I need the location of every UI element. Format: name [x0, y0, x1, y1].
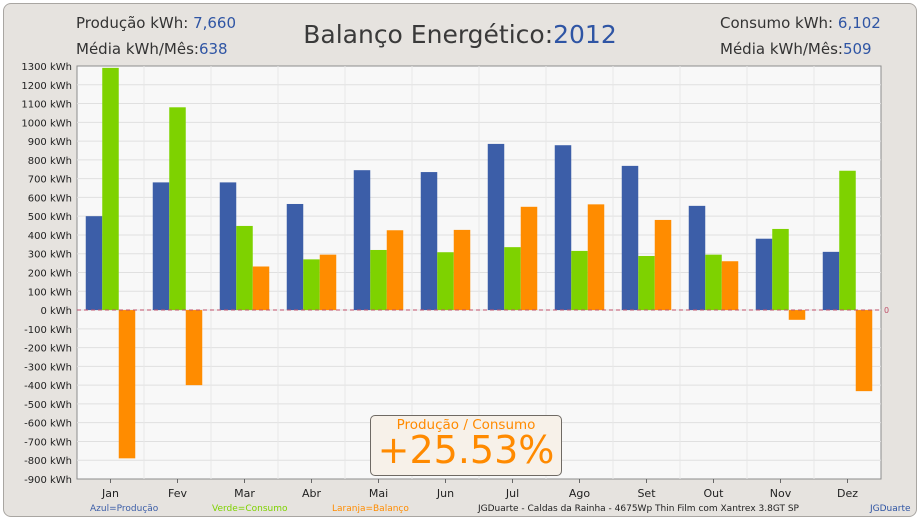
x-tick-label: Fev [168, 487, 187, 500]
y-tick-label: 1300 kWh [21, 62, 72, 73]
y-tick-label: 500 kWh [28, 212, 72, 223]
bar-consumption [504, 247, 521, 311]
consumption-value: 6,102 [837, 14, 881, 32]
x-tick-label: Jan [101, 487, 119, 500]
ratio-value: +25.53% [377, 428, 555, 472]
bar-balance [185, 310, 203, 386]
y-tick-label: -800 kWh [24, 456, 72, 467]
y-tick-label: 300 kWh [28, 250, 72, 261]
bar-production [219, 182, 237, 311]
bar-production [353, 170, 371, 311]
y-tick-label: 0 kWh [40, 306, 72, 317]
production-label: Produção kWh: [76, 14, 189, 32]
bar-production [554, 145, 572, 311]
y-tick-label: 700 kWh [28, 175, 72, 186]
x-tick-label: Dez [837, 487, 858, 500]
bar-balance [587, 204, 605, 311]
production-avg-label: Média kWh/Mês: [76, 40, 199, 58]
bar-consumption [236, 225, 253, 311]
bar-consumption [638, 255, 655, 311]
bar-balance [855, 310, 873, 392]
bar-consumption [437, 252, 454, 311]
bar-balance [252, 266, 270, 311]
y-tick-label: -700 kWh [24, 437, 72, 448]
y-tick-label: -100 kWh [24, 325, 72, 336]
production-value: 7,660 [193, 14, 237, 32]
bar-consumption [839, 170, 856, 311]
y-tick-label: -200 kWh [24, 344, 72, 355]
x-tick-label: Jun [436, 487, 454, 500]
bar-consumption [169, 107, 186, 311]
production-average: Média kWh/Mês:638 [76, 40, 228, 58]
y-tick-label: 200 kWh [28, 269, 72, 280]
bar-balance [520, 206, 538, 311]
consumption-avg-label: Média kWh/Mês: [720, 40, 843, 58]
consumption-total: Consumo kWh: 6,102 [720, 14, 881, 32]
chart-title: Balanço Energético:2012 [4, 20, 916, 49]
bar-balance [721, 261, 739, 311]
x-tick-label: Ago [569, 487, 591, 500]
zero-marker: 0 [884, 306, 889, 315]
x-tick-label: Abr [302, 487, 322, 500]
bar-consumption [772, 228, 789, 311]
legend-production: Azul=Produção [90, 504, 159, 514]
chart-frame: Produção kWh: 7,660 Média kWh/Mês:638 Ba… [3, 3, 917, 517]
y-tick-label: 1100 kWh [21, 100, 72, 111]
bar-production [420, 172, 438, 311]
consumption-average: Média kWh/Mês:509 [720, 40, 872, 58]
consumption-avg-value: 509 [842, 40, 872, 58]
y-tick-label: 1000 kWh [21, 118, 72, 129]
y-tick-label: 1200 kWh [21, 81, 72, 92]
bar-consumption [705, 254, 722, 311]
x-tick-label: Set [637, 487, 656, 500]
chart-year: 2012 [553, 20, 617, 49]
y-tick-label: 100 kWh [28, 287, 72, 298]
y-tick-label: 600 kWh [28, 193, 72, 204]
bar-balance [654, 219, 672, 311]
bar-production [487, 143, 505, 311]
production-total: Produção kWh: 7,660 [76, 14, 236, 32]
footer-credit: JGDuarte [870, 504, 911, 514]
bar-chart: 1300 kWh 1200 kWh 1100 kWh 1000 kWh 900 kWh 8… [21, 62, 889, 500]
legend-consumption: Verde=Consumo [212, 504, 288, 514]
bar-consumption [102, 67, 119, 311]
bar-production [621, 165, 639, 311]
bar-balance [788, 310, 806, 320]
bar-production [822, 251, 840, 311]
ratio-label: Produção / Consumo [396, 417, 536, 433]
bar-balance [118, 310, 136, 459]
consumption-label: Consumo kWh: [720, 14, 834, 32]
ratio-box: Produção / Consumo +25.53% [370, 415, 562, 476]
bar-production [152, 182, 170, 311]
footer-info: JGDuarte - Caldas da Rainha - 4675Wp Thi… [478, 504, 799, 514]
bar-production [85, 216, 103, 311]
x-tick-label: Jul [505, 487, 519, 500]
y-tick-label: 400 kWh [28, 231, 72, 242]
chart-title-text: Balanço Energético: [303, 20, 554, 49]
x-tick-label: Mar [234, 487, 255, 500]
x-tick-label: Out [704, 487, 725, 500]
bar-production [286, 203, 304, 311]
y-tick-label: -600 kWh [24, 419, 72, 430]
y-tick-label: -900 kWh [24, 475, 72, 486]
y-tick-label: 800 kWh [28, 156, 72, 167]
bar-consumption [571, 250, 588, 311]
x-tick-label: Mai [369, 487, 388, 500]
y-tick-label: -500 kWh [24, 400, 72, 411]
x-tick-label: Nov [770, 487, 792, 500]
production-avg-value: 638 [198, 40, 228, 58]
y-tick-label: -400 kWh [24, 381, 72, 392]
bar-consumption [370, 249, 387, 311]
bar-consumption [303, 259, 320, 311]
bar-production [688, 205, 706, 311]
y-tick-label: 900 kWh [28, 137, 72, 148]
bar-balance [386, 230, 404, 311]
bar-balance [453, 229, 471, 311]
y-tick-label: -300 kWh [24, 362, 72, 373]
bar-production [755, 238, 773, 311]
legend-balance: Laranja=Balanço [332, 504, 409, 514]
bar-balance [319, 254, 337, 311]
